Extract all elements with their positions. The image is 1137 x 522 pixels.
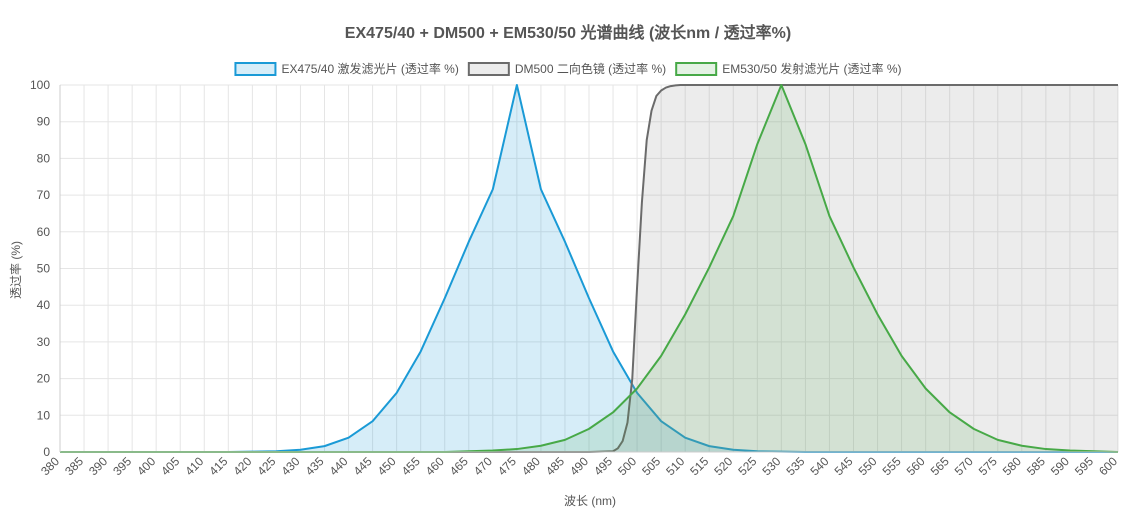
legend-swatch (467, 62, 510, 76)
y-tick-label: 70 (37, 188, 51, 202)
y-tick-label: 60 (37, 225, 51, 239)
x-tick-label: 565 (928, 454, 952, 478)
x-tick-label: 525 (735, 454, 759, 478)
legend-swatch (675, 62, 718, 76)
y-tick-label: 80 (37, 151, 51, 165)
x-tick-label: 405 (158, 454, 182, 478)
x-tick-label: 385 (62, 454, 86, 478)
x-tick-label: 470 (471, 454, 495, 478)
x-tick-label: 550 (856, 454, 880, 478)
y-tick-label: 0 (43, 445, 50, 459)
legend-item[interactable]: EM530/50 发射滤光片 (透过率 %) (675, 61, 902, 76)
x-tick-label: 465 (447, 454, 471, 478)
x-tick-label: 535 (783, 454, 807, 478)
x-tick-label: 540 (808, 454, 832, 478)
x-tick-label: 545 (832, 454, 856, 478)
legend: EX475/40 激发滤光片 (透过率 %) DM500 二向色镜 (透过率 %)… (234, 61, 902, 76)
y-axis-title: 透过率 (%) (8, 241, 23, 299)
chart-title: EX475/40 + DM500 + EM530/50 光谱曲线 (波长nm /… (345, 23, 791, 42)
y-tick-label: 10 (37, 408, 51, 422)
x-tick-label: 595 (1072, 454, 1096, 478)
x-tick-label: 575 (976, 454, 1000, 478)
x-tick-label: 380 (38, 454, 62, 478)
x-tick-label: 490 (567, 454, 591, 478)
x-tick-label: 460 (423, 454, 447, 478)
series-area (60, 85, 1118, 452)
x-tick-label: 590 (1048, 454, 1072, 478)
y-tick-label: 90 (37, 115, 51, 129)
x-tick-label: 515 (687, 454, 711, 478)
legend-item[interactable]: EX475/40 激发滤光片 (透过率 %) (234, 61, 459, 76)
x-tick-label: 560 (904, 454, 928, 478)
series-area (60, 85, 1118, 452)
x-tick-label: 480 (519, 454, 543, 478)
y-tick-label: 40 (37, 298, 51, 312)
legend-label: DM500 二向色镜 (透过率 %) (515, 61, 666, 76)
x-tick-label: 420 (230, 454, 254, 478)
series-area (60, 85, 1118, 452)
x-tick-label: 410 (182, 454, 206, 478)
x-tick-label: 400 (134, 454, 158, 478)
x-tick-label: 415 (206, 454, 230, 478)
x-tick-label: 585 (1024, 454, 1048, 478)
legend-label: EM530/50 发射滤光片 (透过率 %) (722, 61, 901, 76)
x-tick-label: 520 (711, 454, 735, 478)
x-tick-label: 395 (110, 454, 134, 478)
x-tick-label: 450 (375, 454, 399, 478)
x-tick-label: 500 (615, 454, 639, 478)
x-tick-label: 485 (543, 454, 567, 478)
x-tick-label: 430 (279, 454, 303, 478)
x-tick-label: 440 (327, 454, 351, 478)
x-tick-label: 475 (495, 454, 519, 478)
x-tick-label: 505 (639, 454, 663, 478)
x-tick-label: 445 (351, 454, 375, 478)
legend-label: EX475/40 激发滤光片 (透过率 %) (281, 61, 458, 76)
x-tick-label: 455 (399, 454, 423, 478)
x-tick-label: 570 (952, 454, 976, 478)
legend-item[interactable]: DM500 二向色镜 (透过率 %) (467, 61, 666, 76)
x-tick-label: 425 (254, 454, 278, 478)
y-tick-label: 50 (37, 262, 51, 276)
x-tick-label: 510 (663, 454, 687, 478)
x-tick-label: 435 (303, 454, 327, 478)
x-tick-label: 530 (759, 454, 783, 478)
x-tick-label: 580 (1000, 454, 1024, 478)
y-tick-label: 100 (30, 78, 50, 92)
x-tick-label: 555 (880, 454, 904, 478)
y-tick-label: 30 (37, 335, 51, 349)
x-tick-label: 600 (1096, 454, 1120, 478)
x-tick-label: 390 (86, 454, 110, 478)
x-tick-label: 495 (591, 454, 615, 478)
x-axis-title: 波长 (nm) (564, 494, 616, 508)
y-tick-label: 20 (37, 372, 51, 386)
legend-swatch (234, 62, 277, 76)
